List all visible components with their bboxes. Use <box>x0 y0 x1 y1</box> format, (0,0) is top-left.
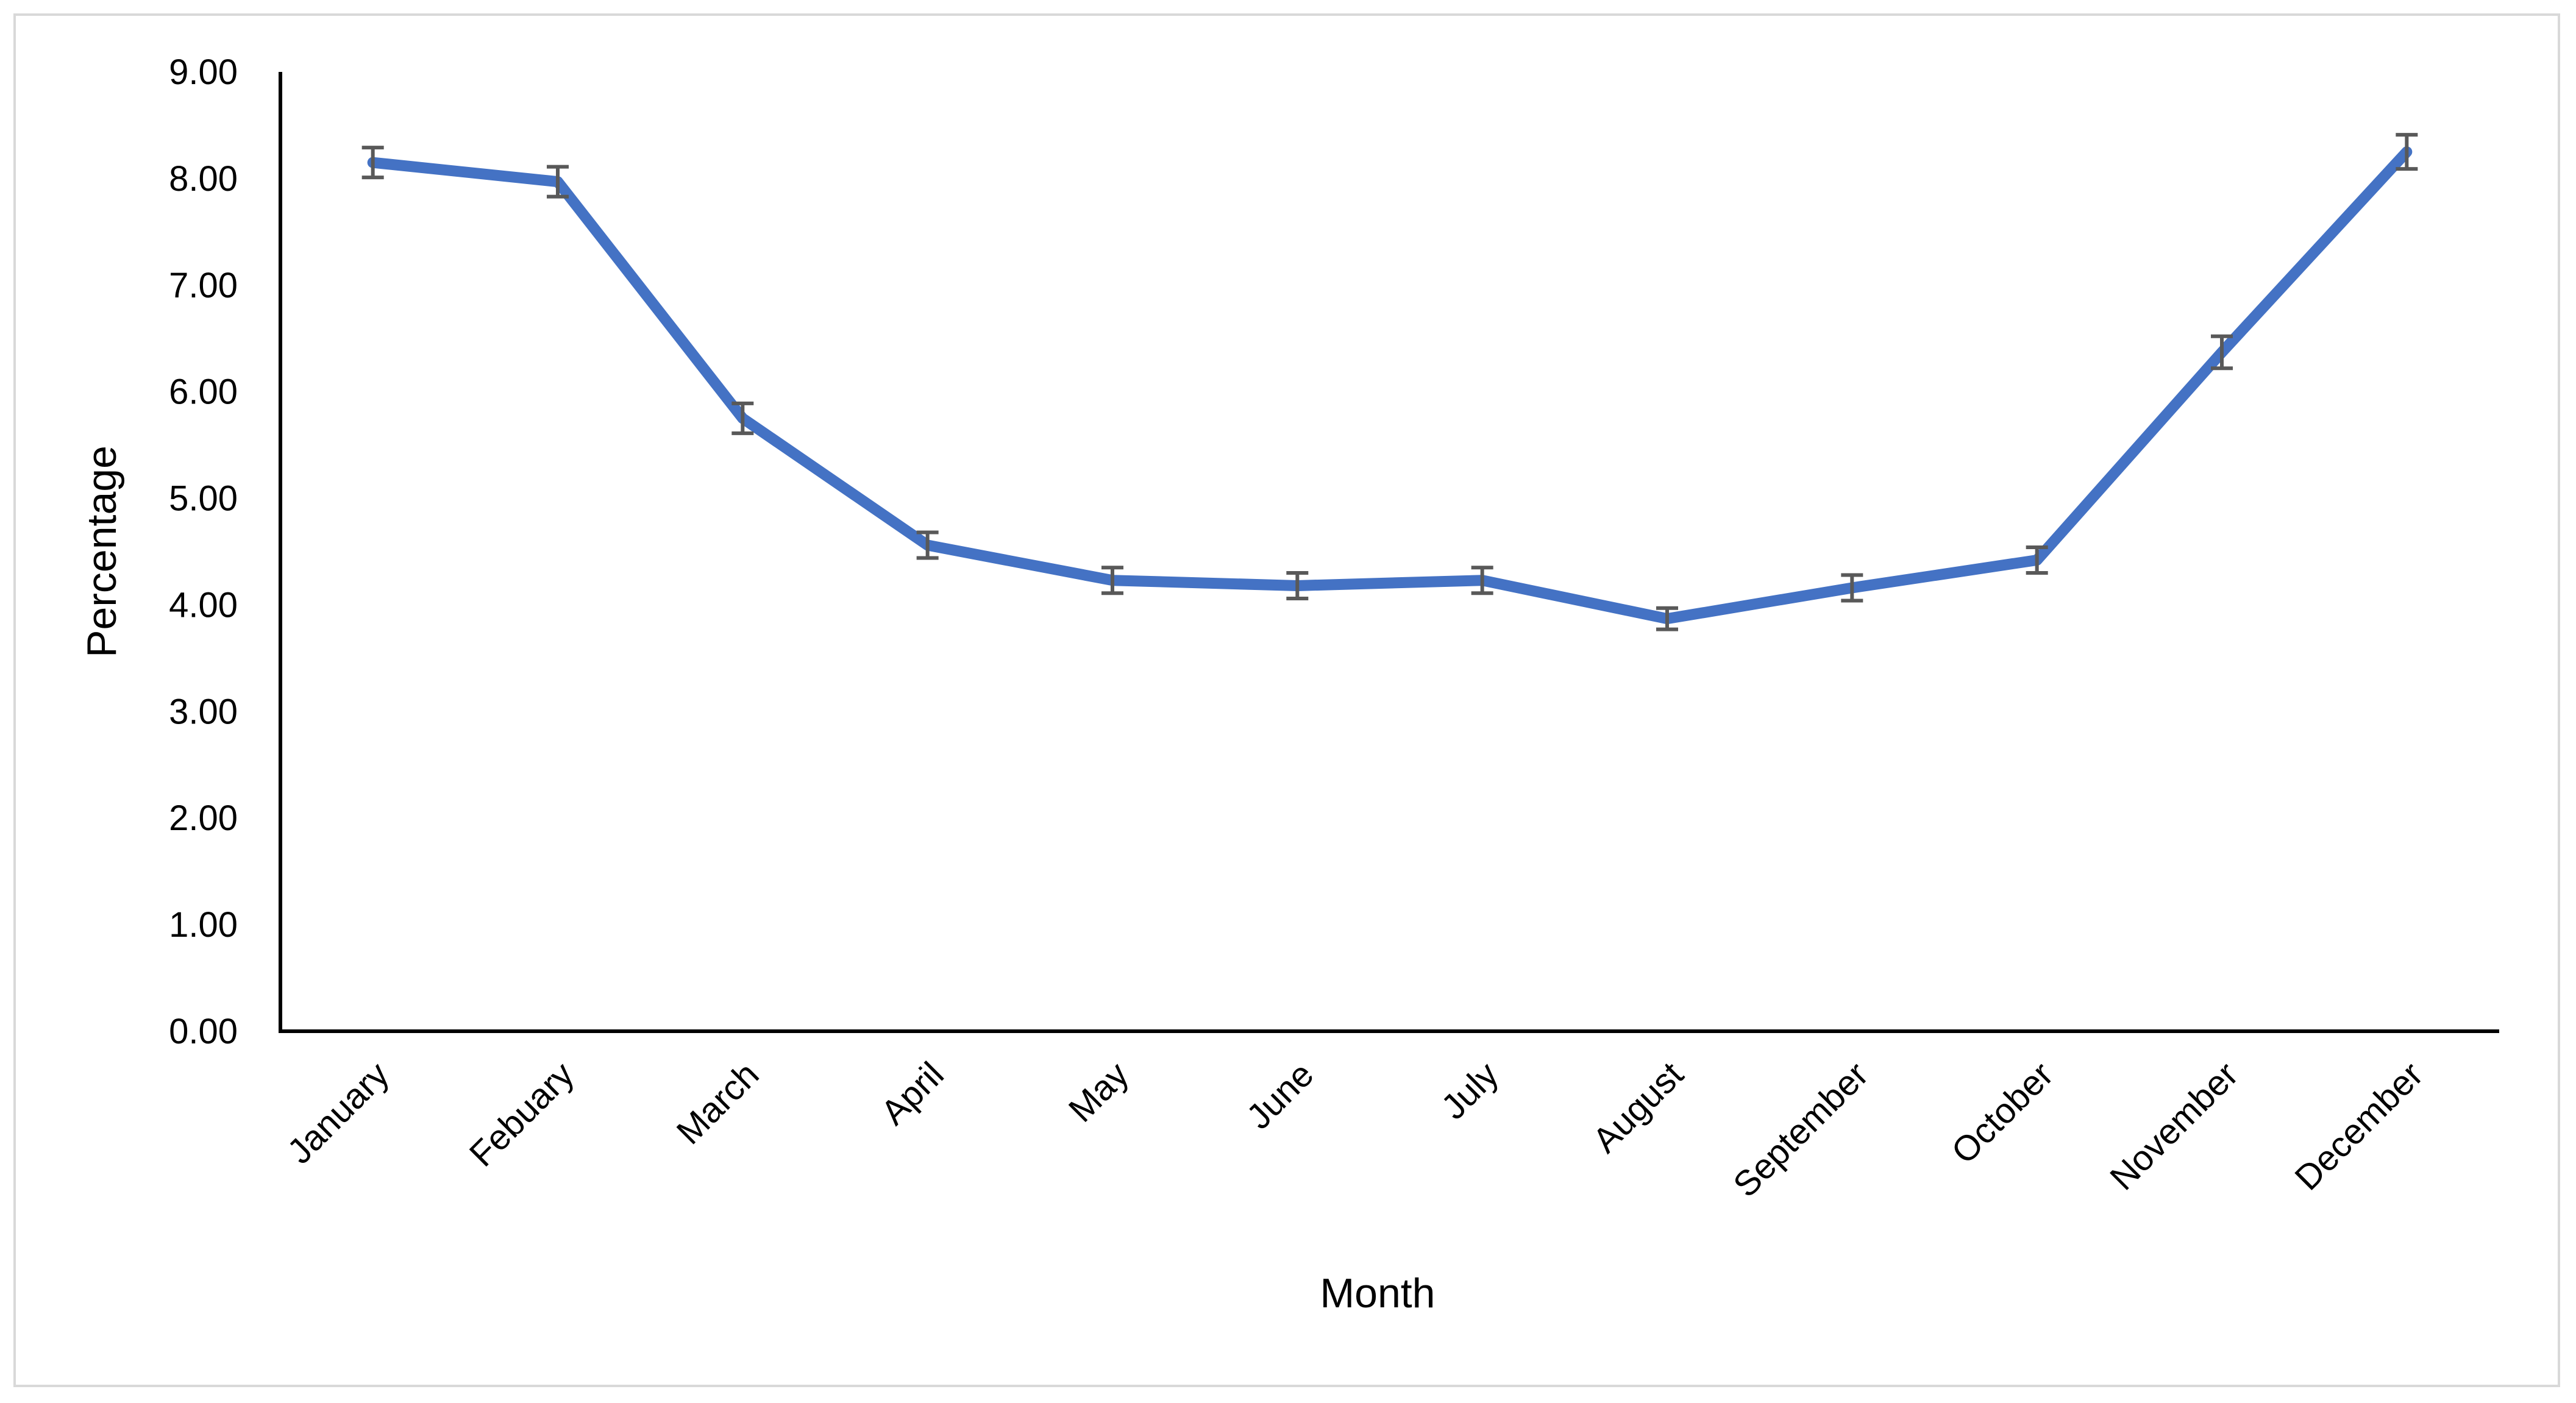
error-bar <box>916 530 939 560</box>
x-tick-label: December <box>2287 1054 2430 1198</box>
x-tick-label: August <box>1585 1054 1692 1160</box>
y-axis-ticks: 0.00 1.00 2.00 3.00 4.00 5.00 6.00 7.00 8.00 9.00 <box>169 52 238 1051</box>
x-axis-ticks: January Febuary March April May June July Augus… <box>280 1054 2431 1205</box>
y-tick-label: 3.00 <box>169 692 238 731</box>
y-tick-label: 8.00 <box>169 159 238 199</box>
y-tick-label: 4.00 <box>169 585 238 625</box>
x-tick-label: May <box>1061 1054 1136 1129</box>
y-axis-title: Percentage <box>79 446 125 658</box>
chart-frame <box>13 13 2560 1387</box>
x-tick-label: July <box>1434 1054 1506 1127</box>
x-tick-label: October <box>1944 1054 2061 1171</box>
x-tick-label: September <box>1726 1054 1876 1205</box>
error-bar <box>2396 133 2418 171</box>
error-bar <box>1471 566 1493 595</box>
x-axis-title: Month <box>1320 1270 1436 1316</box>
y-tick-label: 2.00 <box>169 798 238 838</box>
x-tick-label: Febuary <box>462 1054 582 1174</box>
x-tick-label: November <box>2102 1054 2246 1198</box>
x-tick-label: January <box>280 1054 397 1171</box>
error-bar <box>547 165 569 199</box>
series-line <box>367 146 2413 625</box>
y-tick-label: 6.00 <box>169 372 238 412</box>
error-bars <box>361 133 2418 631</box>
error-bar <box>2211 334 2233 371</box>
error-bar <box>361 146 384 180</box>
error-bar <box>2026 545 2048 575</box>
x-tick-label: March <box>669 1054 767 1152</box>
error-bar <box>1656 606 1678 631</box>
error-bar <box>1286 570 1309 600</box>
y-tick-label: 0.00 <box>169 1012 238 1051</box>
x-tick-label: June <box>1239 1054 1322 1137</box>
y-tick-label: 9.00 <box>169 52 238 92</box>
error-bar <box>731 401 754 435</box>
y-tick-label: 1.00 <box>169 905 238 945</box>
y-tick-label: 5.00 <box>169 479 238 519</box>
y-tick-label: 7.00 <box>169 266 238 305</box>
error-bar <box>1101 566 1123 595</box>
x-tick-label: April <box>873 1054 952 1132</box>
error-bar <box>1841 573 1863 603</box>
